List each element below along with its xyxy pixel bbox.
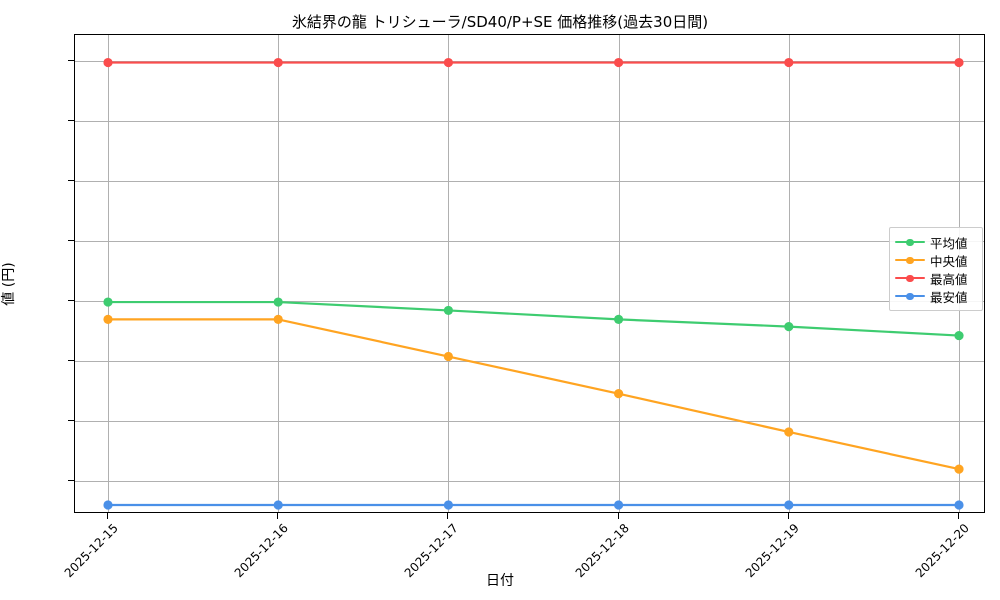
gridline-horizontal (75, 241, 984, 242)
y-axis-title: 値 (円) (1, 262, 17, 306)
legend-item-label: 平均値 (930, 235, 968, 251)
legend-swatch-icon (895, 272, 925, 284)
data-point-marker (443, 500, 453, 510)
data-point-marker (954, 57, 964, 68)
x-axis-tick-mark (787, 513, 789, 519)
y-axis-tick-mark (68, 60, 74, 62)
data-point-marker (273, 57, 283, 68)
data-point-marker (273, 500, 283, 510)
data-point-marker (614, 389, 624, 399)
x-axis-tick-mark (107, 513, 108, 519)
y-axis-tick-mark (68, 120, 74, 122)
legend-item-label: 中央値 (930, 253, 968, 269)
gridline-horizontal (75, 181, 984, 183)
data-point-marker (273, 297, 283, 307)
data-point-marker (614, 57, 624, 68)
series-最安値 (103, 500, 964, 510)
data-point-marker (954, 500, 964, 510)
y-axis-tick-mark (68, 180, 74, 182)
y-axis-tick-mark (68, 240, 74, 241)
y-axis-tick-mark (68, 419, 74, 421)
gridline-horizontal (75, 480, 984, 482)
data-point-marker (784, 321, 794, 332)
gridline-vertical (448, 35, 450, 512)
data-point-marker (784, 57, 794, 68)
chart-title: 氷結界の龍 トリシューラ/SD40/P+SE 価格推移(過去30日間) (291, 13, 709, 31)
data-point-marker (784, 500, 794, 510)
data-point-marker (954, 464, 964, 474)
series-line (106, 300, 961, 337)
series-最高値 (103, 57, 964, 68)
data-point-marker (103, 297, 113, 307)
chart-legend: 平均値中央値最高値最安値 (889, 227, 983, 311)
x-axis-tick-mark (958, 513, 959, 519)
gridline-horizontal (75, 420, 984, 422)
plot-area (74, 34, 985, 513)
data-point-marker (103, 57, 113, 68)
data-point-marker (103, 500, 113, 510)
series-layer (103, 57, 964, 510)
gridline-vertical (108, 35, 109, 512)
data-point-marker (103, 314, 113, 325)
legend-swatch-icon (895, 236, 925, 248)
legend-swatch-icon (895, 290, 925, 302)
y-axis-tick-mark (68, 479, 74, 481)
data-point-marker (784, 427, 794, 437)
gridline-vertical (788, 35, 790, 512)
data-point-marker (443, 305, 453, 316)
series-line (106, 318, 961, 471)
x-axis-tick-mark (447, 513, 449, 519)
gridline-vertical (278, 35, 280, 512)
data-point-marker (443, 57, 453, 68)
x-axis-tick-mark (617, 513, 619, 519)
data-point-marker (443, 351, 453, 362)
data-point-marker (954, 330, 964, 341)
data-point-marker (273, 314, 283, 325)
y-axis-tick-mark (68, 299, 74, 301)
legend-item-最安値[interactable]: 最安値 (895, 287, 976, 305)
legend-item-最高値[interactable]: 最高値 (895, 269, 976, 287)
legend-item-label: 最安値 (930, 289, 968, 305)
x-axis-tick-mark (277, 513, 279, 519)
data-point-marker (614, 500, 624, 510)
gridline-horizontal (75, 300, 984, 302)
legend-swatch-icon (895, 254, 925, 266)
series-平均値 (103, 297, 964, 341)
legend-item-中央値[interactable]: 中央値 (895, 251, 976, 269)
gridline-horizontal (75, 360, 984, 362)
legend-item-label: 最高値 (930, 271, 968, 287)
series-中央値 (103, 314, 964, 474)
legend-item-平均値[interactable]: 平均値 (895, 233, 976, 251)
gridline-vertical (618, 35, 620, 512)
data-point-marker (614, 314, 624, 325)
x-axis-title: 日付 (486, 573, 514, 589)
gridline-horizontal (75, 121, 984, 123)
y-axis-tick-mark (68, 359, 74, 361)
